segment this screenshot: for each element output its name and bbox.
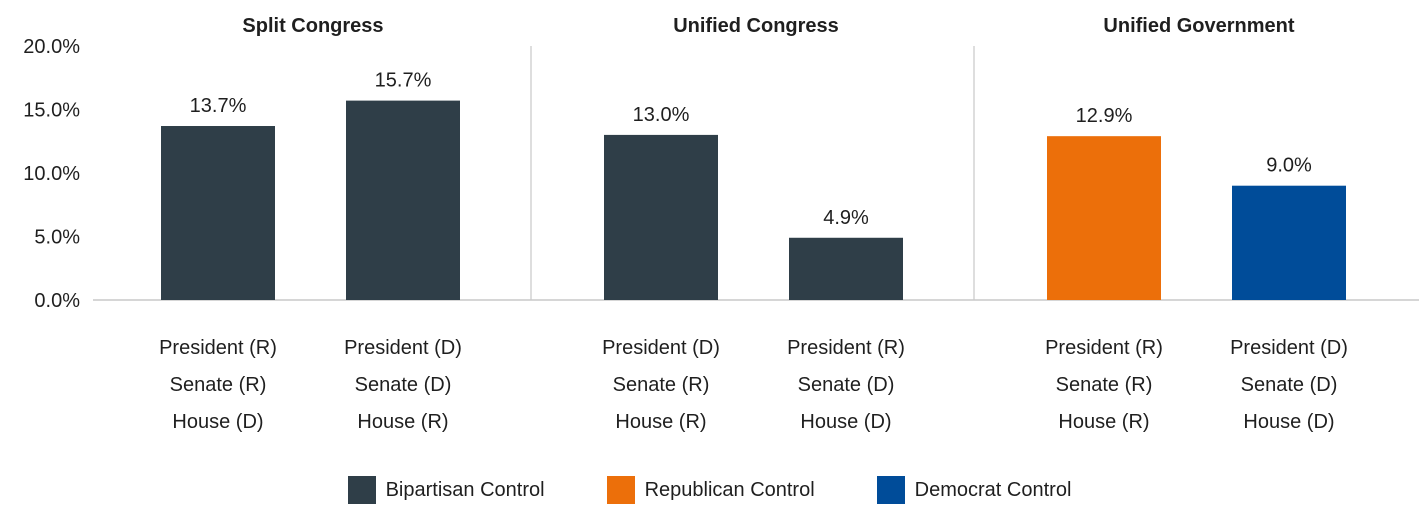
- bar-democrat: [1232, 185, 1346, 300]
- bar-chart: 0.0% 5.0% 10.0% 15.0% 20.0% Split Congress 13.…: [23, 15, 1419, 433]
- category-label: House (D): [172, 411, 263, 433]
- legend-label-democrat: Democrat Control: [914, 478, 1072, 501]
- category-label: House (D): [800, 411, 891, 433]
- data-label: 13.0%: [633, 104, 690, 126]
- bar-bipartisan: [789, 237, 903, 300]
- category-label: President (R): [159, 337, 277, 359]
- category-label: House (R): [1058, 411, 1149, 433]
- bar-bipartisan: [161, 126, 275, 300]
- legend-label-bipartisan: Bipartisan Control: [385, 478, 545, 501]
- legend-item-democrat: Democrat Control: [876, 476, 1072, 504]
- y-tick-label: 10.0%: [23, 163, 80, 185]
- bar-bipartisan: [604, 134, 718, 300]
- y-tick-label: 0.0%: [34, 290, 80, 312]
- category-label: President (R): [787, 337, 905, 359]
- category-label: President (D): [1230, 337, 1348, 359]
- legend-label-republican: Republican Control: [644, 478, 815, 501]
- category-label: Senate (R): [170, 374, 267, 396]
- bar-republican: [1047, 136, 1161, 300]
- data-label: 15.7%: [375, 70, 432, 92]
- data-label: 4.9%: [823, 207, 869, 229]
- category-label: Senate (R): [613, 374, 710, 396]
- category-label: President (R): [1045, 337, 1163, 359]
- category-label: House (D): [1243, 411, 1334, 433]
- data-label: 13.7%: [190, 95, 247, 117]
- category-label: President (D): [602, 337, 720, 359]
- legend-swatch-bipartisan: [347, 476, 376, 504]
- category-label: Senate (D): [355, 374, 452, 396]
- category-label: President (D): [344, 337, 462, 359]
- category-label: House (R): [357, 411, 448, 433]
- category-label: Senate (R): [1056, 374, 1153, 396]
- category-label: Senate (D): [798, 374, 895, 396]
- legend-swatch-democrat: [876, 476, 905, 504]
- legend-item-bipartisan: Bipartisan Control: [347, 476, 545, 504]
- data-label: 12.9%: [1076, 105, 1133, 127]
- y-tick-label: 5.0%: [34, 227, 80, 249]
- y-tick-label: 20.0%: [23, 36, 80, 58]
- group-title: Split Congress: [242, 15, 383, 37]
- legend-swatch-republican: [606, 476, 635, 504]
- data-label: 9.0%: [1266, 155, 1312, 177]
- category-label: House (R): [615, 411, 706, 433]
- category-label: Senate (D): [1241, 374, 1338, 396]
- bar-bipartisan: [346, 100, 460, 300]
- group-title: Unified Government: [1103, 15, 1294, 37]
- legend-item-republican: Republican Control: [606, 476, 815, 504]
- legend: Bipartisan Control Republican Control De…: [0, 476, 1419, 504]
- y-tick-label: 15.0%: [23, 100, 80, 122]
- group-title: Unified Congress: [673, 15, 839, 37]
